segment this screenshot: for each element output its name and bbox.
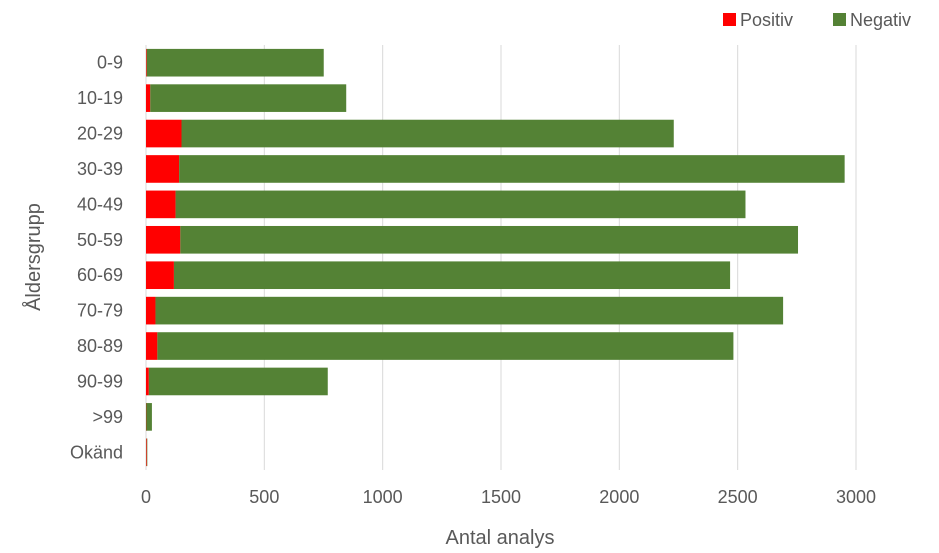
bars: [146, 48, 845, 467]
bar-positiv-30-39: [146, 155, 180, 183]
y-category-label: 60-69: [77, 265, 123, 285]
y-category-label: 0-9: [97, 53, 123, 73]
bar-negativ-Okänd: [146, 438, 148, 467]
bar-positiv-40-49: [146, 190, 176, 219]
y-category-label: 10-19: [77, 88, 123, 108]
bar-negativ-80-89: [157, 332, 734, 360]
bar-positiv-60-69: [146, 261, 174, 290]
bar-negativ-40-49: [175, 190, 746, 219]
bar-negativ-30-39: [179, 155, 845, 183]
gridlines: [145, 45, 857, 470]
bar-negativ-10-19: [150, 84, 347, 112]
bar-negativ-20-29: [181, 119, 674, 148]
x-axis-title: Antal analys: [446, 527, 555, 549]
y-category-label: 90-99: [77, 371, 123, 391]
legend-label-positiv: Positiv: [740, 10, 793, 30]
bar-negativ-0-9: [146, 48, 324, 77]
y-category-label: 80-89: [77, 336, 123, 356]
y-axis-title: Åldersgrupp: [22, 203, 45, 311]
x-tick-label: 2500: [718, 487, 758, 507]
y-category-label: 40-49: [77, 194, 123, 214]
bar-positiv-80-89: [146, 332, 158, 360]
bar-negativ-60-69: [173, 261, 731, 290]
x-tick-label: 3000: [836, 487, 876, 507]
x-tick-label: 1000: [363, 487, 403, 507]
bar-positiv-50-59: [146, 225, 181, 254]
bar-positiv-10-19: [146, 84, 151, 112]
bar-negativ-70-79: [155, 296, 784, 325]
bar-positiv-90-99: [146, 367, 149, 396]
bar-positiv-0-9: [146, 48, 147, 77]
y-category-label: >99: [92, 407, 123, 427]
legend-label-negativ: Negativ: [850, 10, 911, 30]
y-category-label: 30-39: [77, 159, 123, 179]
bar-negativ->99: [146, 403, 152, 431]
bar-positiv-20-29: [146, 119, 182, 148]
legend-swatch-positiv: [723, 13, 736, 26]
bar-positiv-70-79: [146, 296, 156, 325]
bar-positiv-Okänd: [146, 438, 147, 467]
y-category-label: 20-29: [77, 124, 123, 144]
x-tick-label: 2000: [599, 487, 639, 507]
y-category-label: Okänd: [70, 442, 123, 462]
x-tick-label: 1500: [481, 487, 521, 507]
legend-swatch-negativ: [833, 13, 846, 26]
bar-negativ-90-99: [148, 367, 328, 396]
x-tick-label: 0: [141, 487, 151, 507]
bar-negativ-50-59: [180, 225, 799, 254]
x-tick-label: 500: [249, 487, 279, 507]
legend: Positiv Negativ: [723, 10, 911, 30]
y-category-label: 50-59: [77, 230, 123, 250]
x-axis-labels: 0 500 1000 1500 2000 2500 3000: [141, 487, 876, 507]
y-axis-labels: 0-9 10-19 20-29 30-39 40-49 50-59 60-69 70-79 80…: [70, 53, 123, 463]
y-category-label: 70-79: [77, 301, 123, 321]
